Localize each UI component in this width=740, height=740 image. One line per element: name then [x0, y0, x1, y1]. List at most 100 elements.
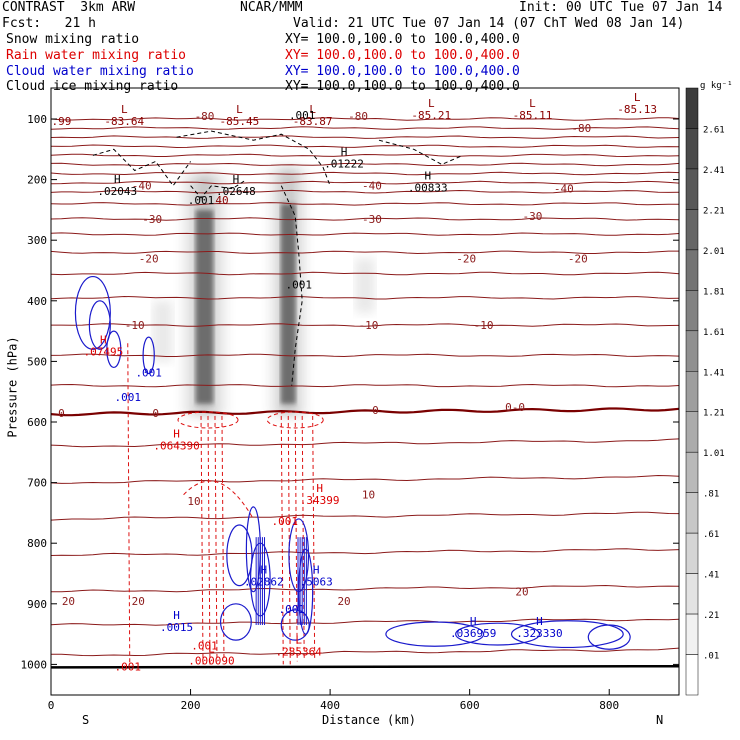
- x-tick-label-800: 800: [599, 699, 619, 712]
- cloud-water-contours: [74, 275, 631, 650]
- temp-label-text-14: -10: [474, 319, 494, 332]
- temp-label-5: -40: [554, 183, 574, 196]
- extrema-label-6: H.01222: [324, 145, 364, 170]
- extrema-value-5: -85.13: [617, 103, 657, 116]
- extrema-value-2: -83.87: [293, 115, 333, 128]
- temp-line-14: [51, 295, 679, 300]
- contour-label-1: .001: [289, 109, 316, 122]
- extrema-type-7: H: [114, 173, 121, 186]
- contour-label-3: 40: [215, 194, 228, 207]
- surface-line: [51, 664, 679, 669]
- extrema-type-4: L: [529, 97, 536, 110]
- temp-line-12: [51, 250, 679, 255]
- temp-label-4: -40: [362, 180, 382, 193]
- y-tick-label-800: 800: [27, 537, 47, 550]
- extrema-type-3: L: [428, 97, 435, 110]
- south-label: S: [82, 713, 90, 727]
- rain-arc: [183, 480, 254, 520]
- extrema-value-0: -83.64: [104, 115, 144, 128]
- temp-label-3: -40: [132, 180, 152, 193]
- rain-contour-1: [200, 415, 204, 665]
- field-cloudice-xy: XY= 100.0,100.0 to 100.0,400.0: [285, 79, 520, 94]
- extrema-value-14: .0015: [160, 621, 193, 634]
- temp-line-15: [51, 323, 679, 327]
- cloud-contour-9: [298, 548, 314, 635]
- contour-label-8: .001: [191, 639, 218, 652]
- x-tick-label-600: 600: [460, 699, 480, 712]
- y-tick-label-100: 100: [27, 113, 47, 126]
- cloud-contour-12: [455, 622, 541, 646]
- extrema-value-3: -85.21: [411, 109, 451, 122]
- temp-label-text-4: -40: [362, 180, 382, 193]
- colorbar-cell-5: [685, 290, 699, 332]
- extrema-value-19: .07495: [83, 345, 123, 358]
- init-time: Init: 00 UTC Tue 07 Jan 14: [519, 0, 723, 15]
- colorbar-label-10: .61: [703, 530, 719, 540]
- colorbar-cell-9: [685, 451, 699, 493]
- cloud-contour-7: [219, 603, 252, 641]
- extrema-type-11: H: [316, 482, 323, 495]
- temp-label-text-24: 20: [515, 586, 528, 599]
- extrema-type-1: L: [236, 103, 243, 116]
- temp-label-11: -20: [568, 252, 588, 265]
- colorbar-cell-1: [685, 128, 699, 170]
- temp-label-6: -30: [142, 213, 162, 226]
- extrema-label-7: H.02043: [97, 173, 137, 198]
- extrema-type-14: H: [173, 609, 180, 622]
- ice-contour-2: [378, 139, 463, 165]
- colorbar-cell-3: [685, 209, 699, 251]
- temp-label-13: -10: [359, 319, 379, 332]
- temp-line-21: [51, 548, 679, 556]
- y-tick-label-600: 600: [27, 416, 47, 429]
- extrema-value-13: .5063: [300, 576, 333, 589]
- field-snow-xy: XY= 100.0,100.0 to 100.0,400.0: [285, 32, 520, 47]
- cloud-contour-11: [385, 621, 485, 647]
- temp-label-text-2: -80: [571, 122, 591, 135]
- temp-label-text-6: -30: [142, 213, 162, 226]
- rain-contour-3: [214, 415, 218, 662]
- temp-label-text-7: -30: [362, 213, 382, 226]
- contour-label-5: .001: [135, 367, 162, 380]
- temp-label-text-12: -10: [125, 319, 145, 332]
- temp-label-text-0: -80: [195, 110, 215, 123]
- colorbar-label-3: 2.01: [703, 247, 725, 257]
- chart-labels: -80 -80 -80 -40 -40 -40 -30 -30 -30 -20 -20 -20 -10 -…: [52, 91, 657, 674]
- temp-label-text-5: -40: [554, 183, 574, 196]
- extrema-type-19: H: [100, 333, 107, 346]
- temp-line-11: [51, 232, 679, 236]
- plot-area: [51, 117, 679, 669]
- temp-label-text-1: -80: [348, 110, 368, 123]
- extrema-type-5: L: [634, 91, 641, 104]
- extrema-label-2: L-83.87: [293, 103, 333, 128]
- colorbar-cell-4: [685, 249, 699, 291]
- colorbar-label-1: 2.41: [703, 166, 725, 176]
- rain-contour-4: [221, 415, 225, 659]
- field-rain-xy: XY= 100.0,100.0 to 100.0,400.0: [285, 48, 520, 63]
- temp-line-4: [51, 153, 679, 158]
- extrema-value-4: -85.11: [513, 109, 553, 122]
- colorbar-cell-13: [685, 613, 699, 655]
- snow-shading: [152, 167, 375, 416]
- extrema-type-15: H: [470, 615, 477, 628]
- contour-label-9: .001: [278, 603, 305, 616]
- temp-line-0: [51, 117, 679, 121]
- temp-line-20: [51, 511, 679, 521]
- temp-line-16: [51, 353, 679, 358]
- rain-contour-7: [294, 415, 298, 662]
- extrema-value-11: .34399: [300, 494, 340, 507]
- contour-label-7: .001: [272, 515, 299, 528]
- plot-frame: [50, 87, 680, 696]
- cloud-contour-4: [226, 524, 253, 587]
- colorbar-label-6: 1.41: [703, 368, 725, 378]
- temp-line-22: [51, 584, 679, 593]
- field-snow-name: Snow mixing ratio: [6, 32, 140, 47]
- extrema-label-19: H.07495: [83, 333, 123, 358]
- temp-line-6: [51, 171, 679, 176]
- temp-label-text-19: 10: [187, 495, 200, 508]
- ice-contour-4: [190, 179, 247, 199]
- snow-plume-core-0: [195, 209, 214, 404]
- contour-label-4: .001: [285, 279, 312, 292]
- y-axis-label: Pressure (hPa): [5, 336, 20, 438]
- colorbar-cell-7: [685, 371, 699, 412]
